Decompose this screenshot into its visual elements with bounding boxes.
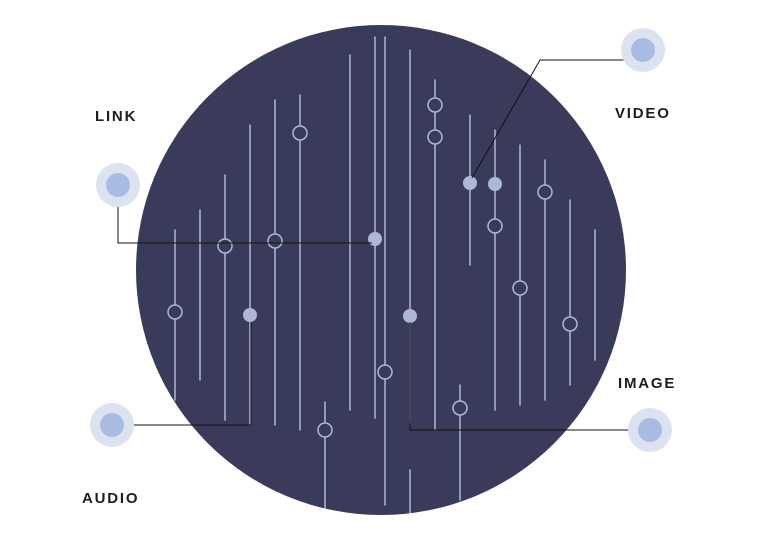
- callout-bubble-inner-link: [106, 173, 130, 197]
- diagram-svg: [0, 0, 762, 540]
- node-solid: [488, 177, 502, 191]
- diagram-stage: LINK VIDEO AUDIO IMAGE: [0, 0, 762, 540]
- node-hollow: [513, 281, 527, 295]
- node-solid: [463, 176, 477, 190]
- node-hollow: [538, 185, 552, 199]
- node-hollow: [268, 234, 282, 248]
- node-hollow: [293, 126, 307, 140]
- callout-bubble-inner-image: [638, 418, 662, 442]
- node-solid: [403, 309, 417, 323]
- node-solid: [243, 308, 257, 322]
- label-video: VIDEO: [615, 105, 671, 122]
- callout-bubble-inner-video: [631, 38, 655, 62]
- node-hollow: [488, 219, 502, 233]
- node-hollow: [453, 401, 467, 415]
- label-image: IMAGE: [618, 375, 676, 392]
- node-hollow: [563, 317, 577, 331]
- node-hollow: [378, 365, 392, 379]
- label-link: LINK: [95, 108, 137, 125]
- node-hollow: [428, 130, 442, 144]
- label-audio: AUDIO: [82, 490, 139, 507]
- main-circle: [136, 25, 626, 515]
- node-solid: [368, 232, 382, 246]
- callout-bubble-inner-audio: [100, 413, 124, 437]
- node-hollow: [318, 423, 332, 437]
- node-hollow: [168, 305, 182, 319]
- node-hollow: [428, 98, 442, 112]
- node-hollow: [218, 239, 232, 253]
